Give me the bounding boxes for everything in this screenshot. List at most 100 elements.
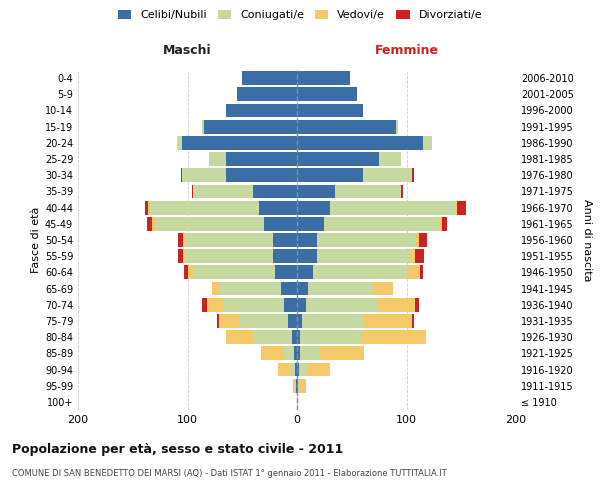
Bar [313, 266, 407, 280]
Bar [297, 71, 350, 85]
Bar [284, 298, 297, 312]
Y-axis label: Fasce di età: Fasce di età [31, 207, 41, 273]
Text: Popolazione per età, sesso e stato civile - 2011: Popolazione per età, sesso e stato civil… [12, 442, 343, 456]
Bar [330, 200, 456, 214]
Bar [410, 250, 415, 263]
Bar [300, 330, 361, 344]
Bar [297, 250, 317, 263]
Bar [298, 379, 300, 392]
Bar [209, 152, 226, 166]
Bar [295, 362, 297, 376]
Bar [292, 330, 297, 344]
Bar [182, 136, 297, 149]
Bar [297, 282, 308, 296]
Bar [183, 233, 185, 247]
Bar [317, 233, 415, 247]
Bar [148, 200, 149, 214]
Bar [297, 330, 300, 344]
Bar [273, 233, 297, 247]
Text: Femmine: Femmine [374, 44, 439, 57]
Bar [204, 120, 297, 134]
Bar [219, 314, 239, 328]
Bar [297, 200, 330, 214]
Bar [149, 200, 259, 214]
Bar [275, 266, 297, 280]
Bar [415, 250, 424, 263]
Bar [297, 120, 395, 134]
Bar [379, 152, 401, 166]
Bar [439, 217, 442, 230]
Bar [185, 233, 273, 247]
Bar [193, 184, 253, 198]
Bar [226, 168, 297, 182]
Bar [320, 346, 364, 360]
Bar [178, 250, 183, 263]
Bar [297, 395, 298, 409]
Bar [202, 298, 207, 312]
Bar [412, 314, 414, 328]
Bar [415, 298, 419, 312]
Bar [181, 168, 182, 182]
Bar [325, 217, 439, 230]
Bar [317, 250, 410, 263]
Bar [226, 104, 297, 118]
Bar [288, 314, 297, 328]
Bar [212, 282, 220, 296]
Bar [297, 314, 302, 328]
Bar [226, 152, 297, 166]
Bar [182, 168, 226, 182]
Bar [283, 346, 294, 360]
Bar [184, 266, 187, 280]
Bar [407, 266, 419, 280]
Bar [297, 168, 363, 182]
Bar [242, 71, 297, 85]
Bar [239, 314, 288, 328]
Bar [264, 217, 297, 230]
Bar [297, 346, 300, 360]
Bar [220, 282, 281, 296]
Bar [415, 233, 419, 247]
Bar [297, 298, 306, 312]
Text: COMUNE DI SAN BENEDETTO DEI MARSI (AQ) - Dati ISTAT 1° gennaio 2011 - Elaborazio: COMUNE DI SAN BENEDETTO DEI MARSI (AQ) -… [12, 469, 447, 478]
Bar [289, 362, 295, 376]
Bar [361, 330, 426, 344]
Bar [226, 330, 253, 344]
Bar [335, 184, 401, 198]
Bar [423, 136, 431, 149]
Bar [302, 314, 363, 328]
Y-axis label: Anni di nascita: Anni di nascita [582, 198, 592, 281]
Bar [306, 298, 377, 312]
Bar [297, 233, 317, 247]
Bar [401, 184, 403, 198]
Bar [176, 136, 182, 149]
Bar [297, 266, 313, 280]
Bar [297, 136, 423, 149]
Bar [297, 217, 325, 230]
Bar [457, 200, 466, 214]
Bar [273, 250, 297, 263]
Bar [253, 184, 297, 198]
Bar [297, 379, 298, 392]
Bar [297, 184, 335, 198]
Bar [261, 346, 283, 360]
Text: Maschi: Maschi [163, 44, 212, 57]
Bar [145, 200, 148, 214]
Bar [363, 168, 412, 182]
Bar [192, 184, 193, 198]
Bar [308, 362, 330, 376]
Bar [308, 282, 374, 296]
Bar [412, 168, 414, 182]
Bar [297, 88, 357, 101]
Bar [419, 233, 427, 247]
Legend: Celibi/Nubili, Coniugati/e, Vedovi/e, Divorziati/e: Celibi/Nubili, Coniugati/e, Vedovi/e, Di… [113, 6, 487, 25]
Bar [278, 362, 289, 376]
Bar [295, 379, 296, 392]
Bar [178, 233, 183, 247]
Bar [253, 330, 292, 344]
Bar [297, 362, 299, 376]
Bar [395, 120, 398, 134]
Bar [217, 314, 219, 328]
Bar [183, 250, 185, 263]
Bar [300, 379, 306, 392]
Bar [456, 200, 457, 214]
